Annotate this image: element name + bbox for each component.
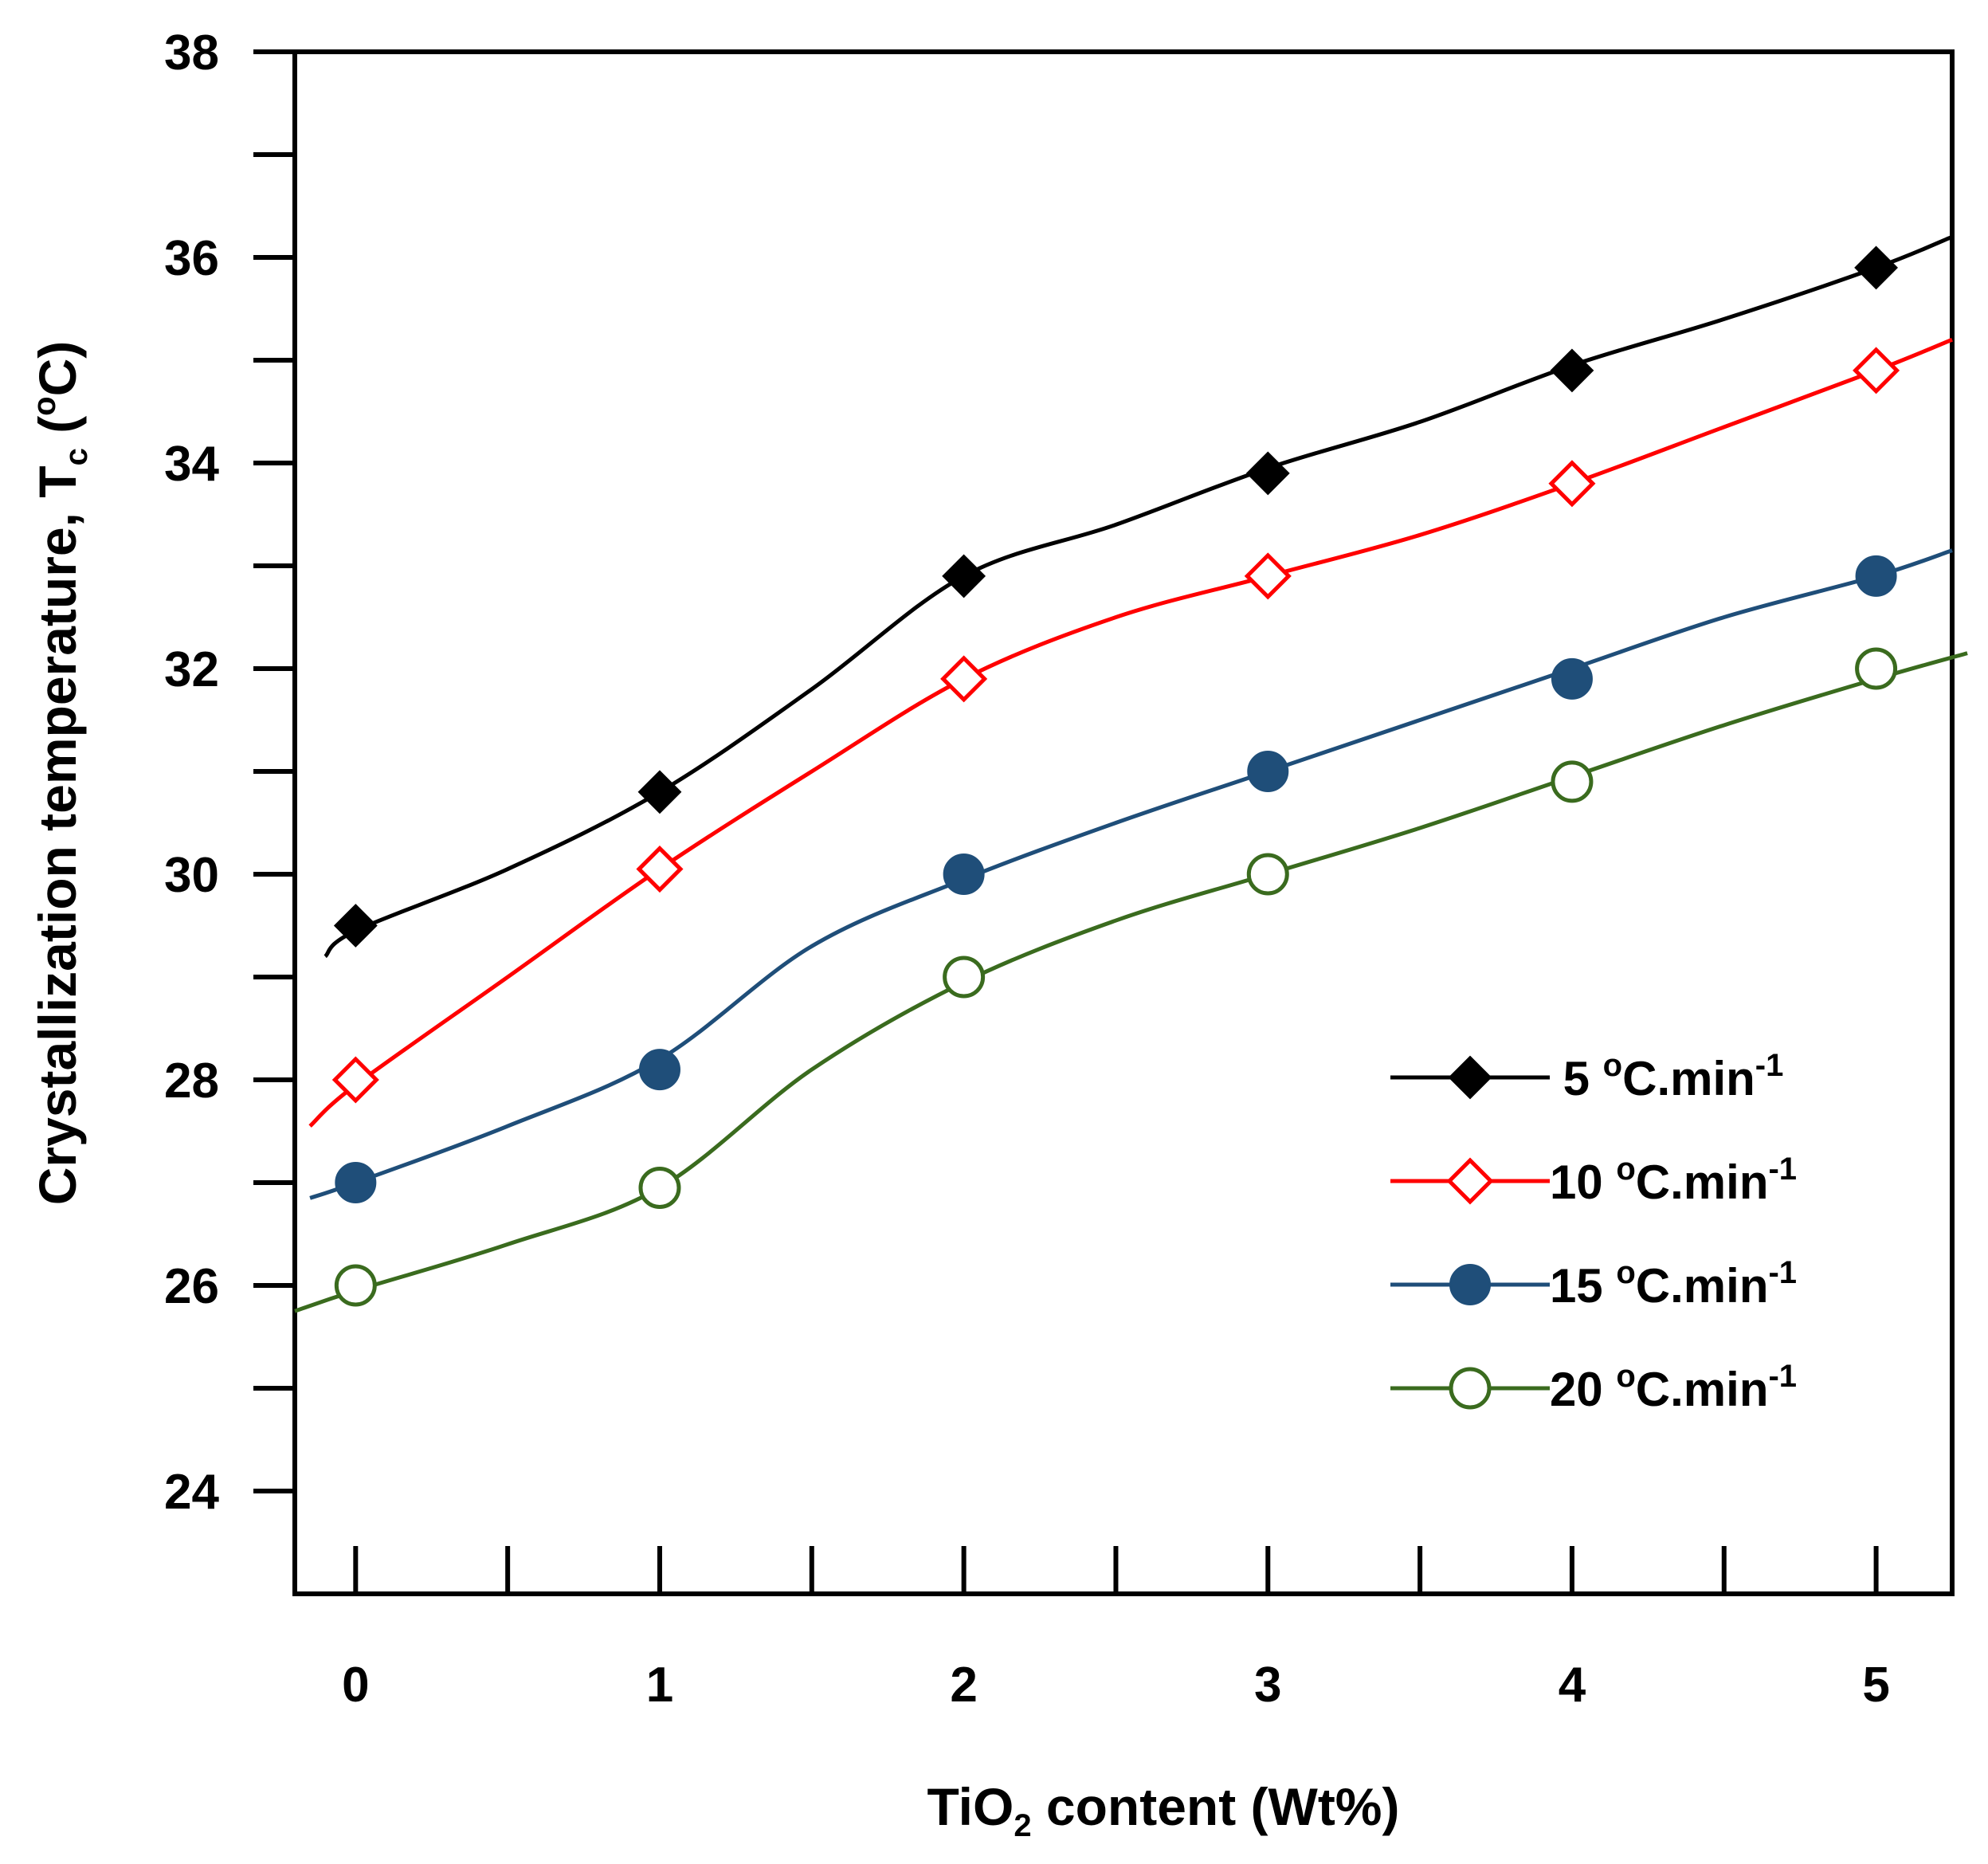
y-tick-label: 26 bbox=[164, 1259, 219, 1314]
series-line-3 bbox=[294, 651, 1968, 1313]
x-tick-label: 2 bbox=[950, 1658, 977, 1713]
legend-label: 20 oC.min-1 bbox=[1550, 1359, 1797, 1416]
data-point bbox=[1246, 853, 1289, 896]
data-point bbox=[943, 956, 986, 999]
x-tick-label: 5 bbox=[1862, 1658, 1889, 1713]
data-point bbox=[638, 1049, 680, 1091]
data-point bbox=[333, 904, 378, 948]
data-point bbox=[331, 1056, 379, 1104]
data-point bbox=[1247, 751, 1289, 792]
y-tick-label: 36 bbox=[164, 231, 219, 286]
legend-marker bbox=[1446, 1157, 1494, 1205]
data-point bbox=[638, 1166, 681, 1209]
data-point bbox=[1855, 555, 1897, 597]
data-point bbox=[940, 655, 988, 703]
series-line-1 bbox=[308, 337, 1953, 1128]
series-line-0 bbox=[323, 234, 1953, 959]
data-point bbox=[1854, 245, 1899, 290]
data-point bbox=[637, 770, 682, 814]
series-markers bbox=[331, 245, 1900, 1307]
series-curves bbox=[294, 234, 1968, 1313]
legend: 5 oC.min-1 10 oC.min-1 15 oC.min-1 20 oC.mi… bbox=[1390, 1048, 1797, 1416]
legend-marker bbox=[1449, 1264, 1491, 1305]
legend-marker bbox=[1449, 1367, 1492, 1410]
legend-marker bbox=[1448, 1055, 1492, 1100]
data-point bbox=[1550, 348, 1594, 393]
y-tick-label: 34 bbox=[164, 437, 219, 492]
x-tick-label: 0 bbox=[342, 1658, 369, 1713]
x-tick-label: 3 bbox=[1254, 1658, 1281, 1713]
x-axis-title: TiO2 content (Wt%) bbox=[927, 1777, 1400, 1843]
data-point bbox=[636, 846, 684, 893]
data-point bbox=[1551, 657, 1593, 700]
data-point bbox=[943, 854, 985, 895]
x-tick-label: 1 bbox=[646, 1658, 673, 1713]
data-point bbox=[1548, 460, 1596, 508]
y-tick-label: 24 bbox=[164, 1465, 219, 1520]
y-axis-title: Crystallization temperature, Tc (oC) bbox=[27, 341, 94, 1206]
series-line-2 bbox=[309, 548, 1953, 1200]
y-tick-label: 38 bbox=[164, 26, 219, 80]
data-point bbox=[335, 1162, 377, 1203]
data-point bbox=[1551, 760, 1594, 803]
y-tick-label: 32 bbox=[164, 642, 219, 697]
x-tick-label: 4 bbox=[1559, 1658, 1586, 1713]
data-point bbox=[942, 554, 986, 598]
data-point bbox=[1245, 451, 1290, 496]
y-tick-label: 30 bbox=[164, 848, 219, 903]
data-point bbox=[1244, 552, 1292, 600]
data-point bbox=[334, 1264, 377, 1307]
legend-label: 15 oC.min-1 bbox=[1550, 1255, 1797, 1313]
legend-label: 5 oC.min-1 bbox=[1563, 1048, 1784, 1105]
data-point bbox=[1853, 347, 1900, 394]
legend-label: 10 oC.min-1 bbox=[1550, 1152, 1797, 1209]
plot-frame bbox=[292, 49, 1955, 1596]
y-tick-label: 28 bbox=[164, 1054, 219, 1109]
data-point bbox=[1855, 647, 1898, 690]
